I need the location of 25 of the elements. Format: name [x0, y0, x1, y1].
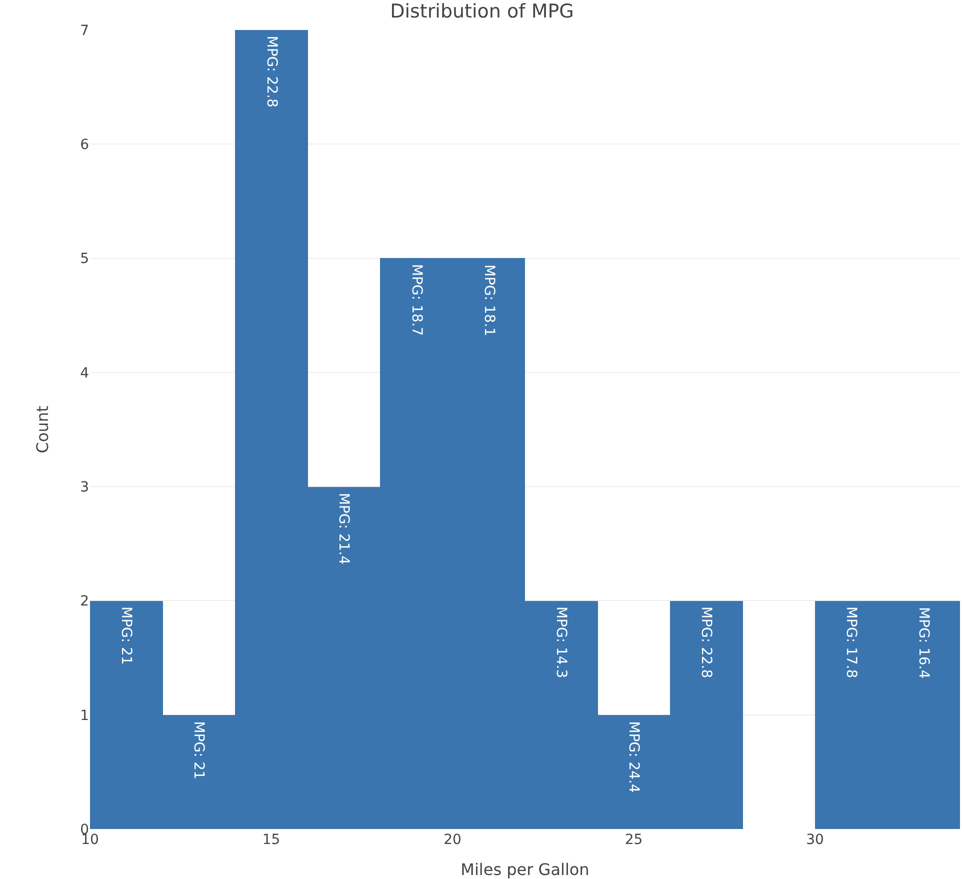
x-tick-label: 30	[806, 832, 824, 848]
annotation: MPG: 17.8	[842, 606, 859, 678]
y-tick-label: 7	[80, 22, 89, 39]
x-tick-label: 15	[262, 832, 280, 848]
x-tick-label: 25	[624, 832, 643, 848]
y-tick-label: 1	[80, 708, 89, 724]
annotation: MPG: 24.4	[626, 721, 642, 793]
annotation: MPG: 22.8	[263, 36, 280, 108]
annotation: MPG: 22.8	[698, 606, 714, 678]
chart-title: Distribution of MPG	[390, 0, 574, 23]
y-axis-title: Count	[33, 406, 52, 454]
annotation: MPG: 21	[118, 606, 134, 665]
annotation: MPG: 21.4	[335, 492, 352, 565]
x-axis-title: Miles per Gallon	[460, 860, 590, 879]
y-tick-label: 5	[80, 251, 89, 268]
annotation: MPG: 14.3	[552, 606, 569, 678]
y-tick-label: 4	[80, 365, 90, 382]
annotation: MPG: 16.4	[915, 606, 932, 679]
x-tick-label: 20	[444, 832, 462, 848]
y-tick-label: 2	[80, 594, 89, 610]
y-tick-label: 6	[80, 137, 90, 154]
y-tick-label: 3	[80, 479, 89, 496]
annotation: MPG: 18.7	[408, 264, 425, 336]
annotation: MPG: 21	[190, 721, 207, 780]
annotation: MPG: 18.1	[481, 264, 498, 336]
